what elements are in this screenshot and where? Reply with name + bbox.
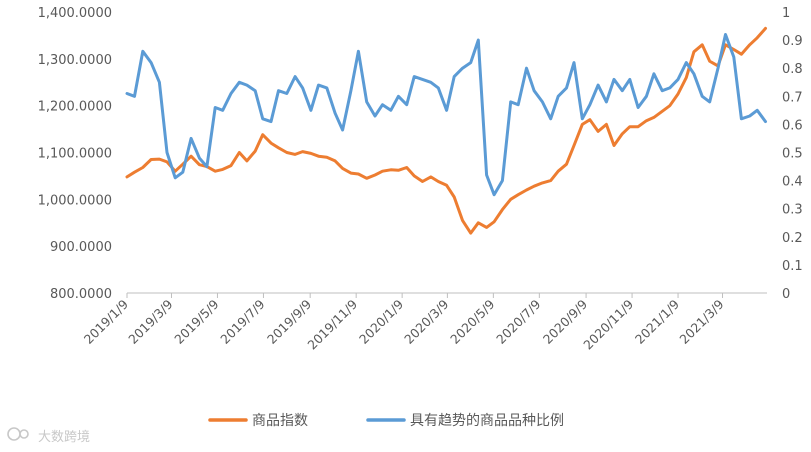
- y-right-tick-label: 0.6: [782, 118, 803, 133]
- y-left-tick-label: 1,000.0000: [38, 193, 112, 208]
- watermark-logo: [7, 427, 29, 441]
- y-right-tick-label: 0.3: [782, 203, 803, 218]
- x-tick-label: 2020/5/9: [447, 296, 497, 346]
- y-left-tick-label: 800.0000: [50, 287, 112, 302]
- x-tick-label: 2019/5/9: [171, 296, 221, 346]
- x-tick-label: 2019/11/9: [304, 296, 360, 352]
- y-right-tick-label: 0.5: [782, 147, 803, 162]
- x-tick-label: 2021/3/9: [676, 296, 726, 346]
- x-tick-label: 2019/1/9: [81, 296, 131, 346]
- y-right-tick-label: 1: [782, 6, 790, 21]
- legend: 商品指数 具有趋势的商品品种比例: [208, 413, 564, 429]
- x-tick-label: 2019/3/9: [125, 296, 175, 346]
- y-right-tick-label: 0.7: [782, 90, 803, 105]
- y-right-tick-label: 0.9: [782, 34, 803, 49]
- y-right-tick-label: 0.2: [782, 231, 803, 246]
- x-tick-label: 2021/1/9: [632, 296, 682, 346]
- y-right-tick-label: 0.4: [782, 175, 803, 190]
- y-right-tick-label: 0.8: [782, 62, 803, 77]
- y-left-tick-label: 1,300.0000: [38, 53, 112, 68]
- watermark-text: 大数跨境: [38, 430, 90, 445]
- legend-item-trend-ratio-label: 具有趋势的商品品种比例: [410, 413, 564, 429]
- legend-item-commodity-index-label: 商品指数: [252, 413, 308, 429]
- x-tick-label: 2019/7/9: [217, 296, 267, 346]
- y-left-tick-label: 900.0000: [50, 240, 112, 255]
- y-left-tick-label: 1,100.0000: [38, 147, 112, 162]
- y-left-tick-label: 1,400.0000: [38, 6, 112, 21]
- watermark: 大数跨境: [7, 427, 90, 445]
- x-tick-label: 2020/11/9: [580, 296, 636, 352]
- series-line-trend-ratio: [125, 33, 767, 197]
- y-left-tick-label: 1,200.0000: [38, 100, 112, 115]
- y-right-tick-label: 0.1: [782, 259, 803, 274]
- x-tick-label: 2020/7/9: [493, 296, 543, 346]
- x-tick-label: 2020/3/9: [401, 296, 451, 346]
- series-line-commodity-index: [125, 26, 767, 235]
- series-lines: [125, 26, 767, 235]
- y-right-tick-label: 0: [782, 287, 790, 302]
- x-tick-label: 2020/1/9: [356, 296, 406, 346]
